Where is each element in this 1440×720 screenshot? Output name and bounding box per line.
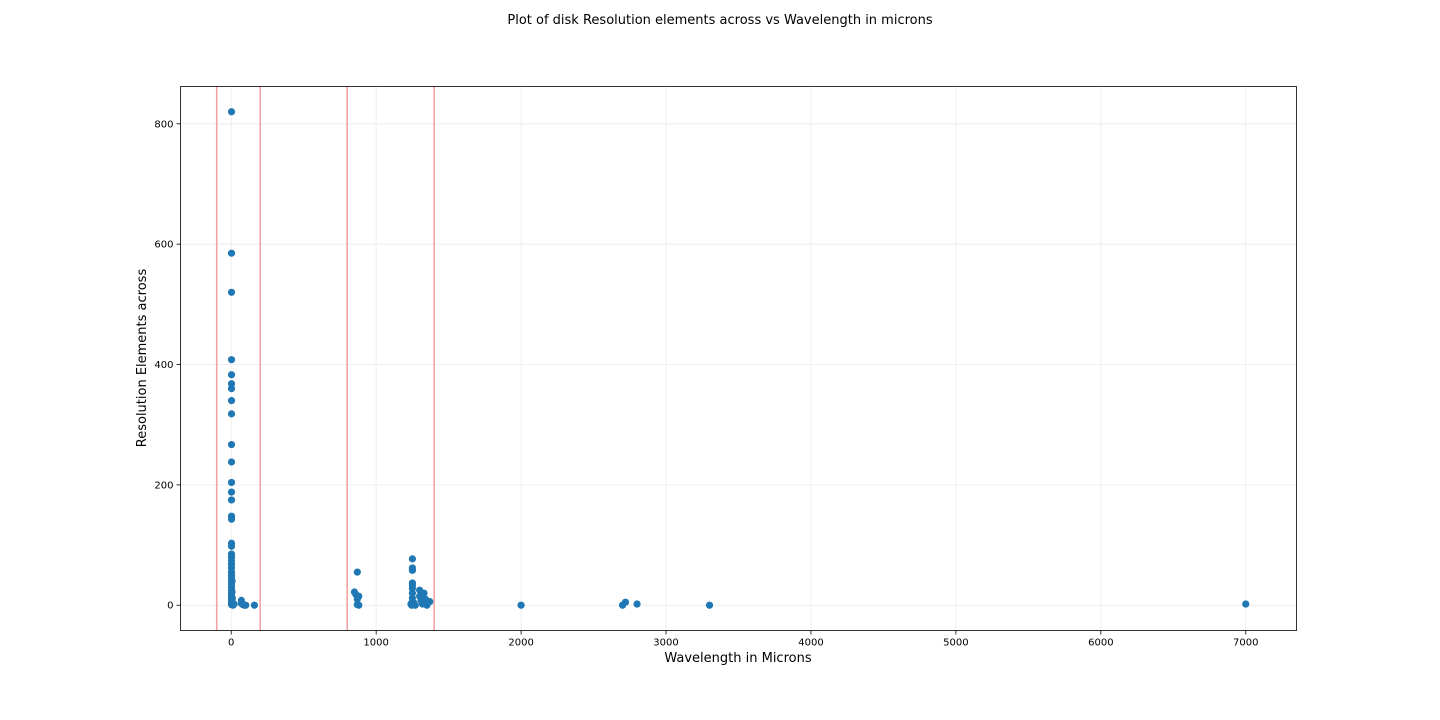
data-point bbox=[353, 568, 361, 576]
data-point bbox=[426, 598, 434, 606]
data-point bbox=[227, 108, 236, 116]
y-axis-label: Resolution Elements across bbox=[135, 269, 150, 448]
x-tick-label: 6000 bbox=[1088, 638, 1113, 649]
x-tick-label: 2000 bbox=[508, 638, 533, 649]
data-point bbox=[420, 589, 428, 597]
data-point bbox=[408, 566, 416, 574]
data-point bbox=[227, 458, 236, 466]
y-axis-ticks: 0 200 400 600 800 bbox=[154, 119, 181, 612]
data-point bbox=[227, 478, 236, 487]
y-tick-label: 400 bbox=[154, 360, 173, 371]
data-point bbox=[228, 588, 236, 596]
data-point bbox=[227, 397, 236, 405]
y-tick-label: 200 bbox=[154, 480, 173, 491]
data-point bbox=[227, 515, 236, 523]
data-point bbox=[705, 601, 714, 609]
grid bbox=[180, 86, 1297, 631]
data-point bbox=[227, 440, 236, 449]
y-tick-label: 800 bbox=[154, 119, 173, 130]
data-point bbox=[355, 601, 363, 609]
data-point bbox=[1242, 600, 1250, 608]
data-point bbox=[250, 601, 259, 609]
data-point bbox=[411, 601, 419, 609]
y-tick-label: 600 bbox=[154, 240, 173, 251]
data-point bbox=[242, 601, 250, 609]
data-point bbox=[227, 288, 236, 296]
x-axis-label: Wavelength in Microns bbox=[664, 651, 811, 666]
data-points bbox=[227, 108, 1250, 609]
data-point bbox=[227, 371, 236, 379]
x-tick-label: 5000 bbox=[943, 638, 968, 649]
data-point bbox=[227, 356, 236, 364]
x-tick-label: 4000 bbox=[798, 638, 823, 649]
x-tick-label: 7000 bbox=[1233, 638, 1258, 649]
data-point bbox=[227, 542, 236, 550]
data-point bbox=[633, 600, 641, 608]
data-point bbox=[227, 410, 236, 418]
x-tick-label: 3000 bbox=[653, 638, 678, 649]
data-point bbox=[230, 600, 238, 608]
data-point bbox=[408, 555, 416, 563]
data-point bbox=[227, 488, 236, 496]
x-tick-label: 1000 bbox=[363, 638, 388, 649]
data-point bbox=[228, 577, 236, 585]
reference-lines bbox=[215, 86, 435, 631]
x-tick-label: 0 bbox=[228, 638, 234, 649]
x-axis-ticks: 0 1000 2000 3000 4000 5000 6000 7000 bbox=[228, 630, 1258, 649]
y-tick-label: 0 bbox=[167, 601, 173, 612]
data-point bbox=[517, 601, 525, 609]
data-point bbox=[227, 496, 236, 504]
data-point bbox=[227, 249, 236, 257]
data-point bbox=[227, 384, 236, 393]
chart-title: Plot of disk Resolution elements across … bbox=[507, 13, 932, 28]
data-point bbox=[621, 598, 630, 606]
plot-frame bbox=[180, 86, 1297, 631]
data-point bbox=[355, 592, 363, 600]
